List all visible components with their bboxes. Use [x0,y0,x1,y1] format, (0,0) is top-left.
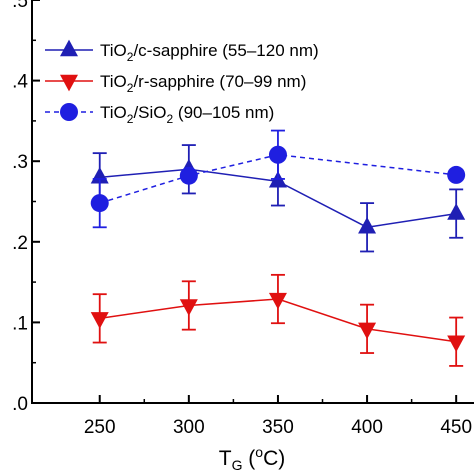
data-point [90,194,109,213]
legend-label-part: TiO [100,41,127,60]
x-axis-title-sub: G [232,457,243,473]
legend-label-sub: 2 [127,81,134,95]
y-tick-label: .4 [12,72,28,93]
y-tick-label: .2 [12,233,28,254]
x-tick-label: 250 [84,417,116,438]
ticks-layer: 250 300 350 400 450 .0 .1 .2 .3 .4 .5 [12,0,472,438]
legend: TiO2/c-sapphire (55–120 nm)TiO2/r-sapphi… [45,39,319,126]
x-axis-title-sup: o [255,444,263,460]
series-3 [90,129,466,229]
legend-label-sub: 2 [167,112,174,126]
x-tick-label: 450 [440,417,472,438]
legend-label: TiO2/c-sapphire (55–120 nm) [100,41,319,64]
series-2 [90,273,466,367]
legend-item-1: TiO2/c-sapphire (55–120 nm) [45,39,319,64]
legend-label: TiO2/r-sapphire (70–99 nm) [100,72,306,95]
legend-label-part: /SiO [133,103,166,122]
legend-item-3: TiO2/SiO2 (90–105 nm) [45,103,274,126]
legend-item-2: TiO2/r-sapphire (70–99 nm) [45,72,306,95]
x-axis-title-close: C) [263,447,285,470]
y-tick-label: .5 [12,0,28,12]
plot-frame [31,0,474,404]
x-tick-label: 300 [173,417,205,438]
series-line [99,153,457,204]
y-tick-label: .0 [12,394,28,415]
x-tick-label: 350 [262,417,294,438]
legend-label-sub: 2 [127,112,134,126]
legend-label-part: TiO [100,103,127,122]
legend-marker [60,74,78,92]
data-point [268,292,287,310]
data-point [358,322,377,340]
y-tick-label: .3 [12,152,28,173]
legend-marker [60,39,78,57]
data-point [179,166,198,185]
x-axis-title: TG (oC) [219,444,286,473]
legend-label-part: /c-sapphire (55–120 nm) [133,41,318,60]
data-point [447,203,466,220]
data-point [268,145,287,164]
x-axis-title-main: T [219,447,232,470]
data-point [179,299,198,316]
legend-label-part: (90–105 nm) [173,103,274,122]
data-point [90,312,109,329]
legend-label-sub: 2 [127,50,134,64]
x-tick-label: 400 [351,417,383,438]
legend-label-part: TiO [100,72,127,91]
data-point [358,216,377,234]
legend-marker [60,103,78,121]
y-tick-label: .1 [12,313,28,334]
data-point [447,335,466,353]
legend-label: TiO2/SiO2 (90–105 nm) [100,103,274,126]
legend-label-part: /r-sapphire (70–99 nm) [133,72,306,91]
series-layer [90,129,466,367]
x-axis-title-open: ( [242,447,255,470]
data-point [447,165,466,184]
